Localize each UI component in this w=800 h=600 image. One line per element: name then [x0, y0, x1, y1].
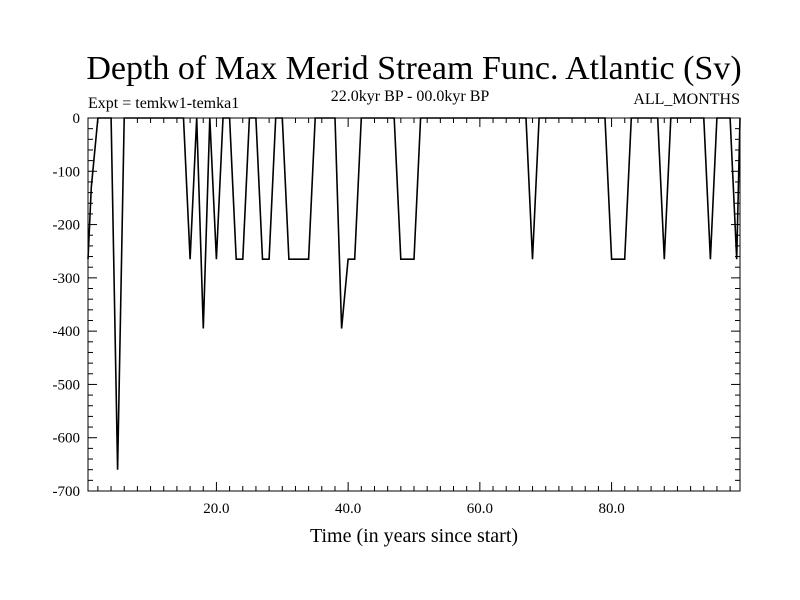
series-layer — [87, 117, 741, 470]
x-axis-title: Time (in years since start) — [310, 525, 518, 547]
series-line — [87, 117, 741, 470]
chart-title: Depth of Max Merid Stream Func. Atlantic… — [86, 50, 741, 87]
axis-ticks: 20.0 40.0 60.0 80.0 0 -100 -200 -300 -400 -500 -60… — [53, 111, 740, 517]
y-tick-label: -300 — [53, 271, 81, 287]
y-tick-label: -500 — [53, 377, 81, 393]
x-tick-label: 60.0 — [467, 501, 493, 517]
x-tick-label: 80.0 — [598, 501, 624, 517]
y-tick-label: -600 — [53, 431, 81, 447]
y-tick-label: -400 — [53, 324, 81, 340]
x-tick-label: 20.0 — [203, 501, 229, 517]
y-tick-label: -200 — [53, 218, 81, 234]
chart-subtitle-right: ALL_MONTHS — [633, 91, 740, 108]
y-tick-label: -100 — [53, 164, 81, 180]
y-tick-label: 0 — [73, 111, 81, 127]
x-tick-label: 40.0 — [335, 501, 361, 517]
chart-subtitle-left: Expt = temkw1-temka1 — [88, 95, 239, 112]
y-tick-label: -700 — [53, 484, 81, 500]
chart-subtitle-center: 22.0kyr BP - 00.0kyr BP — [331, 88, 490, 105]
